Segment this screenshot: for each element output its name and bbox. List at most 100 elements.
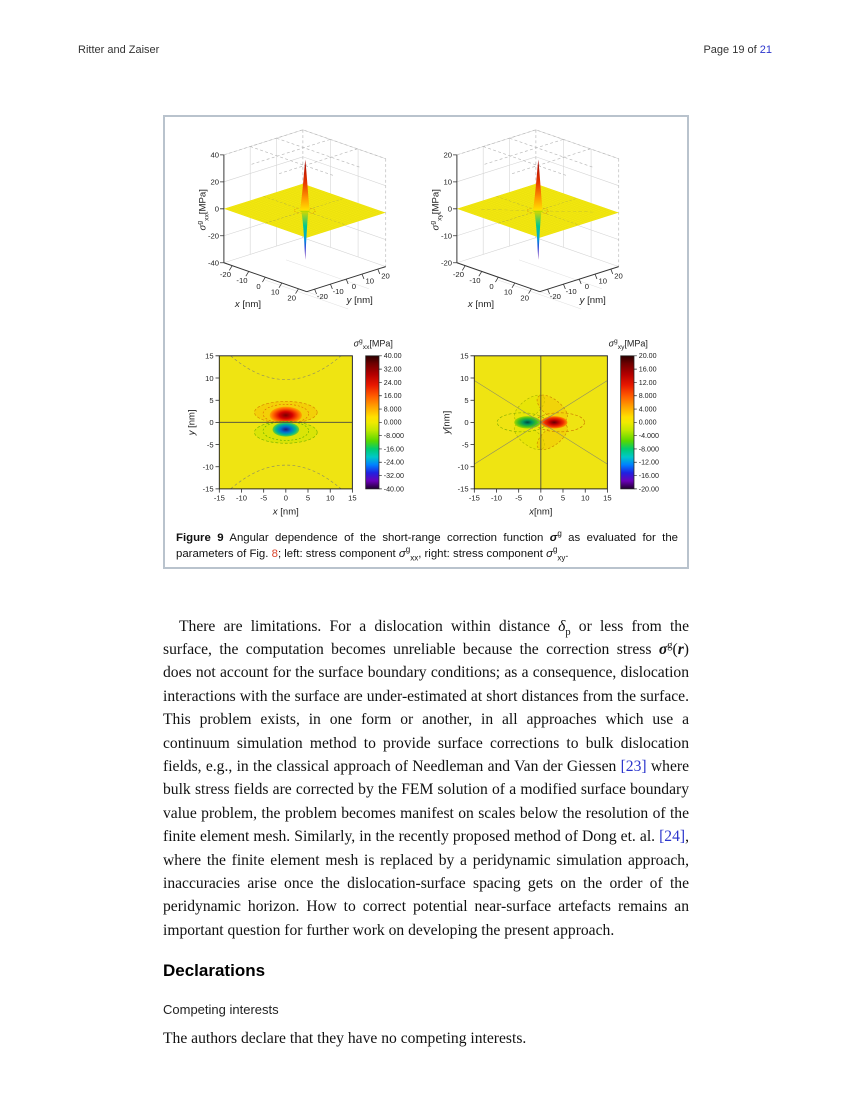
svg-text:0: 0 bbox=[209, 418, 213, 427]
surface-plot-sigma-xx: 40 20 0 -20 -40 -20 -10 0 10 20 -20 -10 0 10 20 x [n… bbox=[191, 125, 461, 335]
y-axis-label: y [nm] bbox=[579, 295, 606, 306]
svg-text:0: 0 bbox=[539, 493, 543, 502]
figure-9-box: 40 20 0 -20 -40 -20 -10 0 10 20 -20 -10 0 10 20 x [n… bbox=[163, 115, 689, 569]
svg-text:-5: -5 bbox=[207, 440, 214, 449]
contour-lobes bbox=[496, 394, 585, 450]
svg-text:-20: -20 bbox=[317, 292, 328, 301]
text-segment: σ bbox=[546, 547, 553, 560]
text-segment: ( bbox=[672, 641, 678, 658]
figure-ref-link[interactable]: 8 bbox=[271, 547, 278, 560]
x-axis-label: x [nm] bbox=[467, 299, 494, 310]
svg-text:20: 20 bbox=[211, 178, 220, 187]
y-tick-labels: 15 10 5 0 -5 -10 -15 bbox=[458, 352, 469, 494]
citation-link[interactable]: [23] bbox=[620, 758, 647, 776]
svg-text:-15: -15 bbox=[214, 493, 225, 502]
contour-plot-sigma-xx-svg: 40.00 32.00 24.00 16.00 8.000 0.000 -8.000 -16.… bbox=[187, 338, 404, 518]
z-tick-labels: 20 10 0 -10 -20 bbox=[441, 151, 452, 268]
svg-text:16.00: 16.00 bbox=[639, 365, 657, 373]
text-segment: as evaluated for the parameters of Fig. bbox=[176, 532, 678, 560]
text-segment: xy bbox=[557, 552, 566, 562]
text-segment: σ bbox=[658, 641, 668, 658]
svg-text:-5: -5 bbox=[260, 493, 267, 502]
svg-text:0: 0 bbox=[256, 282, 260, 291]
colorbar bbox=[365, 355, 380, 490]
axis-ticks-marks bbox=[220, 154, 381, 295]
svg-text:5: 5 bbox=[464, 396, 468, 405]
text-segment: where bulk stress fields are corrected b… bbox=[163, 758, 689, 846]
svg-text:-10: -10 bbox=[236, 276, 247, 285]
x-axis-label: x [nm] bbox=[272, 507, 299, 518]
svg-text:8.000: 8.000 bbox=[384, 405, 402, 413]
svg-text:8.000: 8.000 bbox=[639, 392, 657, 400]
colorbar-tick-marks bbox=[633, 355, 637, 490]
text-segment: g bbox=[557, 529, 562, 539]
svg-text:0: 0 bbox=[284, 493, 288, 502]
svg-text:10: 10 bbox=[326, 493, 334, 502]
svg-text:-10: -10 bbox=[566, 287, 577, 296]
svg-text:-10: -10 bbox=[441, 232, 452, 241]
negative-spike bbox=[301, 211, 309, 260]
text-segment: There are limitations. For a dislocation… bbox=[179, 617, 559, 635]
svg-text:0: 0 bbox=[585, 282, 589, 291]
y-axis-label: y [nm] bbox=[187, 409, 198, 436]
x-tick-labels: -20 -10 0 10 20 bbox=[453, 270, 529, 302]
zero-contour-lines bbox=[230, 355, 342, 490]
svg-text:-16.00: -16.00 bbox=[384, 445, 404, 453]
text-segment: g bbox=[667, 639, 673, 651]
svg-text:20: 20 bbox=[444, 151, 453, 160]
text-segment: or less from the surface, the computatio… bbox=[163, 617, 689, 658]
text-segment: g bbox=[405, 544, 411, 554]
svg-text:-5: -5 bbox=[515, 493, 522, 502]
svg-text:-40: -40 bbox=[208, 259, 219, 268]
svg-text:4.000: 4.000 bbox=[639, 405, 657, 413]
svg-text:-40.00: -40.00 bbox=[384, 485, 404, 493]
svg-text:-12.00: -12.00 bbox=[639, 459, 659, 467]
axis-tick-marks bbox=[215, 355, 353, 493]
svg-text:40.00: 40.00 bbox=[384, 352, 402, 360]
y-axis-label: y[nm] bbox=[442, 411, 453, 435]
svg-text:-10: -10 bbox=[236, 493, 247, 502]
x-axis-label: x[nm] bbox=[528, 507, 552, 518]
text-segment: ) does not account for the surface bound… bbox=[163, 641, 689, 776]
svg-text:16.00: 16.00 bbox=[384, 392, 402, 400]
y-tick-labels: -20 -10 0 10 20 bbox=[317, 272, 390, 301]
surface-plot-sigma-xy-svg: 20 10 0 -10 -20 -20 -10 0 10 20 -20 -10 0 10 20 x [n… bbox=[430, 129, 623, 310]
svg-text:10: 10 bbox=[598, 277, 607, 286]
x-tick-labels: -15 -10 -5 0 5 10 15 bbox=[214, 493, 357, 502]
text-segment: p bbox=[565, 626, 571, 638]
svg-text:0: 0 bbox=[352, 282, 356, 291]
svg-text:-10: -10 bbox=[491, 493, 502, 502]
text-segment: , where the finite element mesh is repla… bbox=[163, 828, 689, 939]
z-tick-labels: 40 20 0 -20 -40 bbox=[208, 151, 219, 268]
svg-text:20.00: 20.00 bbox=[639, 352, 657, 360]
svg-text:15: 15 bbox=[348, 493, 356, 502]
citation-link[interactable]: [24] bbox=[659, 828, 686, 846]
text-segment: ; left: stress component bbox=[277, 547, 399, 560]
svg-text:-16.00: -16.00 bbox=[639, 472, 659, 480]
text-segment: , right: stress component bbox=[418, 547, 547, 560]
svg-text:10: 10 bbox=[504, 288, 513, 297]
svg-text:-20: -20 bbox=[208, 232, 219, 241]
svg-text:-10: -10 bbox=[458, 463, 469, 472]
page-header: Ritter and Zaiser Page 19 of 21 bbox=[78, 44, 772, 56]
svg-text:-20.00: -20.00 bbox=[639, 485, 659, 493]
svg-text:20: 20 bbox=[381, 272, 390, 281]
svg-text:5: 5 bbox=[561, 493, 565, 502]
contour-plot-sigma-xy-svg: 20.00 16.00 12.00 8.000 4.000 0.000 -4.000 -8.0… bbox=[442, 338, 659, 518]
text-segment: Angular dependence of the short-range co… bbox=[223, 532, 550, 544]
text-segment: δ bbox=[558, 617, 566, 635]
svg-text:10: 10 bbox=[444, 178, 453, 187]
svg-text:20: 20 bbox=[520, 293, 529, 302]
svg-text:15: 15 bbox=[205, 352, 213, 361]
svg-text:-5: -5 bbox=[462, 440, 469, 449]
svg-text:-10: -10 bbox=[469, 276, 480, 285]
x-tick-labels: -20 -10 0 10 20 bbox=[220, 270, 296, 302]
x-axis-label: x [nm] bbox=[234, 299, 261, 310]
competing-interests-subheading: Competing interests bbox=[163, 1002, 279, 1017]
svg-text:10: 10 bbox=[460, 374, 468, 383]
svg-text:0: 0 bbox=[464, 418, 468, 427]
contour-plot-sigma-xx: 40.00 32.00 24.00 16.00 8.000 0.000 -8.000 -16.… bbox=[177, 333, 427, 525]
page-count-link[interactable]: 21 bbox=[759, 44, 772, 56]
text-segment: xx bbox=[410, 552, 419, 562]
